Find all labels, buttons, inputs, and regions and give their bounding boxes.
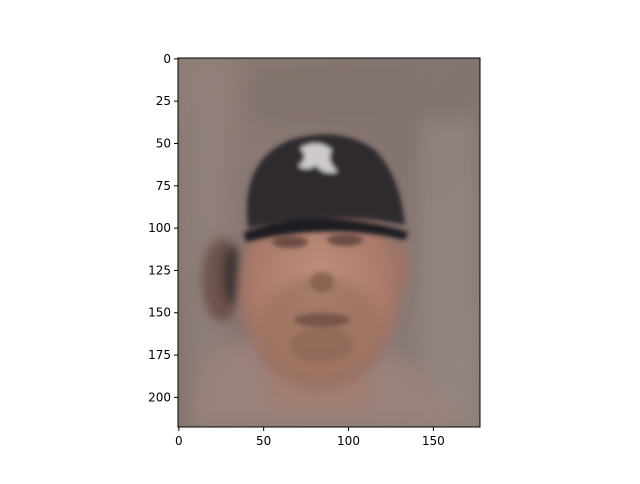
- x-tick-label: 100: [337, 434, 360, 448]
- y-tick-label: 175: [148, 348, 171, 362]
- y-tick-label: 150: [148, 306, 171, 320]
- y-tick-label: 200: [148, 390, 171, 404]
- face-image: [178, 58, 480, 427]
- y-tick-label: 0: [163, 52, 171, 66]
- y-tick-label: 75: [156, 179, 171, 193]
- y-tick-label: 50: [156, 136, 171, 150]
- x-axis: 0 50 100 150: [175, 427, 445, 448]
- y-tick-label: 100: [148, 221, 171, 235]
- axes-frame: [177, 57, 481, 428]
- y-tick-label: 125: [148, 263, 171, 277]
- x-tick-label: 150: [422, 434, 445, 448]
- x-tick-label: 0: [175, 434, 183, 448]
- x-tick-label: 50: [256, 434, 271, 448]
- y-axis: 0 25 50 75 100 125 150 175 200: [148, 52, 178, 404]
- y-tick-label: 25: [156, 94, 171, 108]
